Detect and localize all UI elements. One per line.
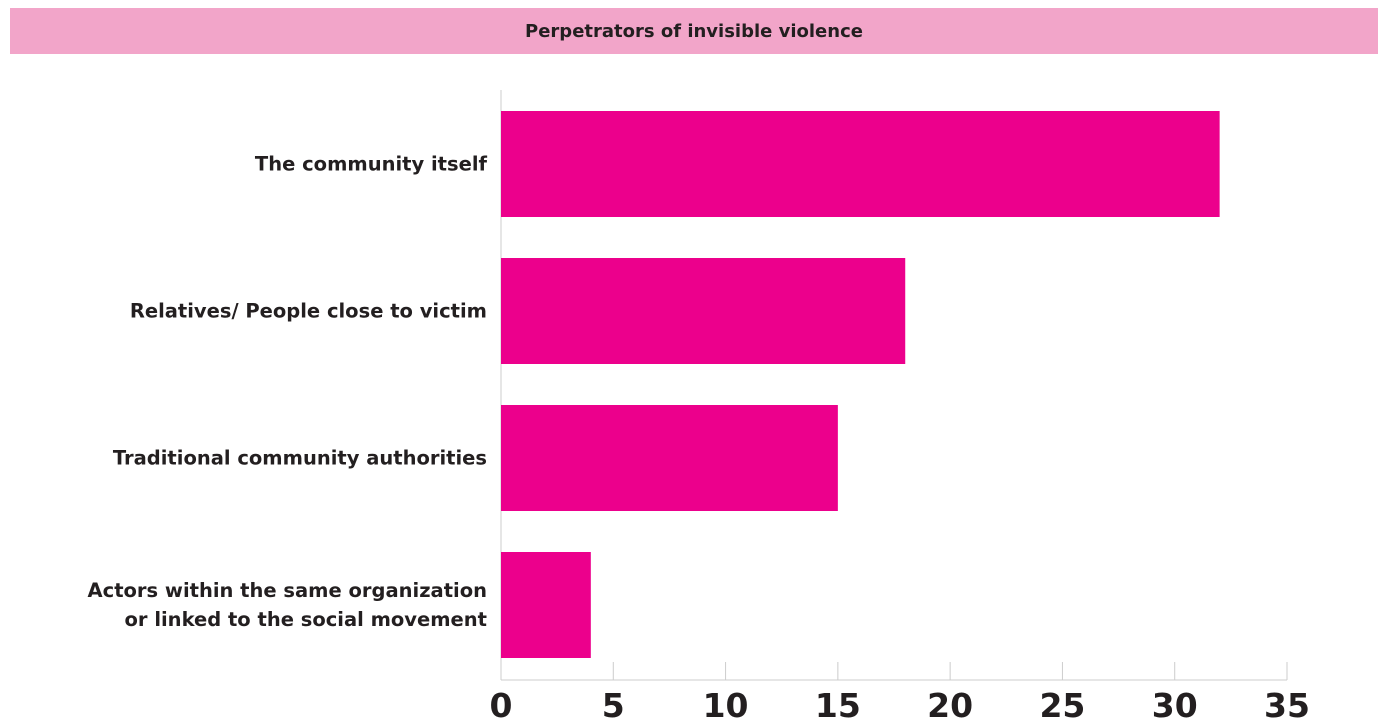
chart-title-banner: Perpetrators of invisible violence <box>10 8 1378 54</box>
x-tick-label-25: 25 <box>1039 686 1085 725</box>
x-tick-label-35: 35 <box>1264 686 1310 725</box>
category-label-0: The community itself <box>255 153 488 176</box>
category-label-3-line-1: or linked to the social movement <box>125 608 487 631</box>
category-label-3-line-0: Actors within the same organization <box>88 579 487 602</box>
category-label-1: Relatives/ People close to victim <box>130 300 487 323</box>
category-label-2: Traditional community authorities <box>113 447 487 470</box>
x-tick-label-10: 10 <box>703 686 749 725</box>
x-tick-label-15: 15 <box>815 686 861 725</box>
x-tick-label-30: 30 <box>1152 686 1198 725</box>
bar-3 <box>501 552 591 658</box>
x-tick-label-20: 20 <box>927 686 973 725</box>
chart-title: Perpetrators of invisible violence <box>525 20 863 42</box>
x-tick-label-0: 0 <box>490 686 513 725</box>
bar-2 <box>501 405 838 511</box>
x-tick-label-5: 5 <box>602 686 625 725</box>
bar-1 <box>501 258 906 364</box>
bar-0 <box>501 111 1220 217</box>
